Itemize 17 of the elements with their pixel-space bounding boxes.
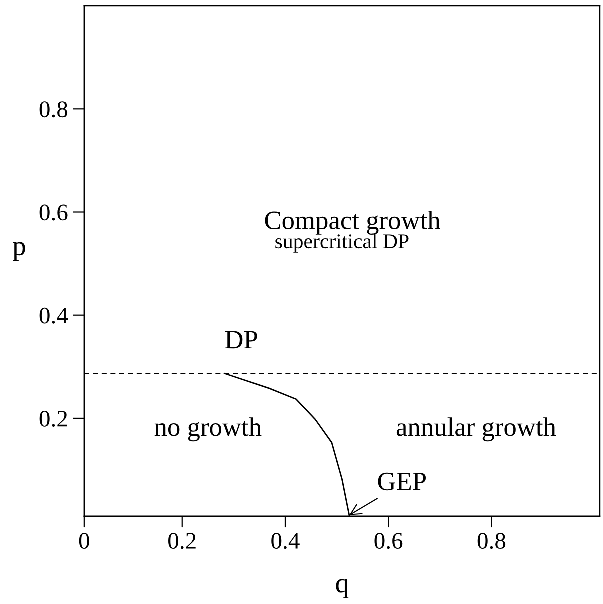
y-axis-title: p	[12, 242, 26, 262]
annotation: no growth	[154, 418, 262, 442]
y-tick-label: 0.8	[40, 102, 68, 118]
x-tick-label: 0.6	[374, 533, 403, 550]
y-tick-label: 0.4	[40, 308, 68, 324]
x-tick-label: 0.8	[478, 533, 506, 550]
annotation: Compact growth	[265, 210, 440, 235]
annotation: DP	[225, 331, 258, 349]
annotation: annular growth	[396, 418, 556, 442]
y-tick-label: 0.6	[40, 204, 68, 221]
x-tick-label: 0.2	[168, 533, 196, 550]
annotation: supercritical DP	[276, 234, 409, 253]
x-tick-label: 0	[79, 533, 90, 550]
x-tick-label: 0.4	[272, 533, 300, 550]
annotation: GEP	[378, 472, 426, 491]
x-axis-title: q	[336, 579, 349, 598]
y-tick-label: 0.2	[40, 410, 68, 427]
